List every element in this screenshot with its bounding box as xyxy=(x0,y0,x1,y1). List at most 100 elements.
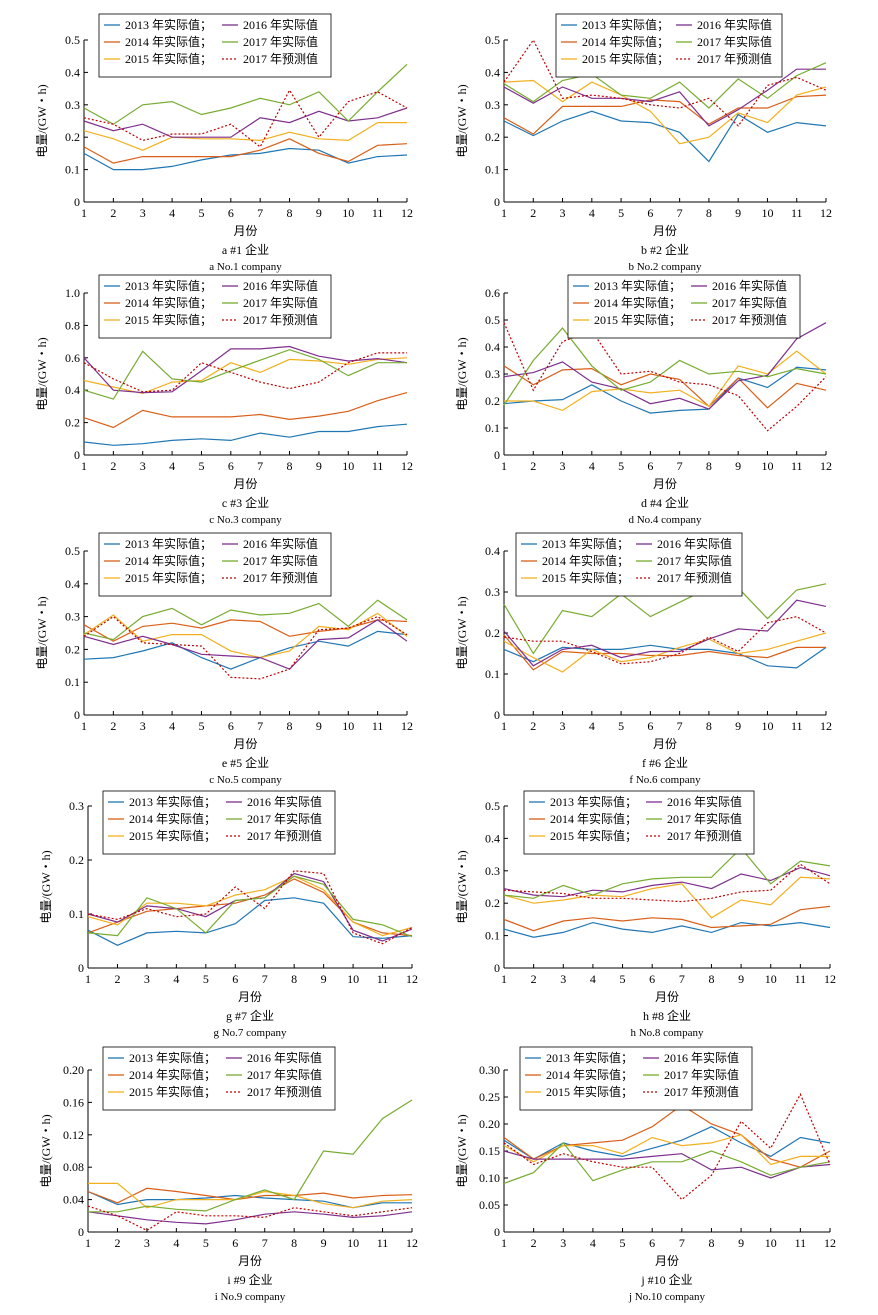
caption-en: f No.6 company xyxy=(629,774,701,786)
legend-label-2013: 2013 年实际值； xyxy=(594,278,681,293)
y-tick-label: 0.3 xyxy=(65,98,80,112)
series-line-2014 xyxy=(83,619,408,642)
x-tick-label: 10 xyxy=(761,206,773,220)
legend-box xyxy=(523,790,755,855)
legend-box xyxy=(519,1046,753,1111)
x-tick-label: 10 xyxy=(761,459,773,473)
legend-label-2014: 2014 年实际值； xyxy=(594,295,681,310)
x-tick-label: 6 xyxy=(647,719,653,733)
y-tick-label: 0.6 xyxy=(485,286,500,300)
x-tick-label: 3 xyxy=(144,1236,150,1250)
legend-label-2013: 2013 年实际值； xyxy=(550,794,637,809)
x-axis-label: 月份 xyxy=(233,224,257,238)
chart-panel-9: 00.040.080.120.160.201 2 3 4 5 6 7 8 9 10 11 12电量/(… xyxy=(39,1046,418,1303)
x-tick-label: 4 xyxy=(169,459,175,473)
y-tick-label: 0 xyxy=(494,448,500,462)
legend-label-2017: 2017 年实际值 xyxy=(243,34,318,49)
x-tick-label: 8 xyxy=(291,1236,297,1250)
chart-panel-3: 00.20.40.60.81.01 2 3 4 5 6 7 8 9 10 11 12电量/(GW・h)… xyxy=(35,274,413,526)
chart-panel-1: 00.10.20.30.40.51 2 3 4 5 6 7 8 9 10 11 12电量/(GW・h)… xyxy=(35,13,413,273)
x-tick-label: 2 xyxy=(531,1236,537,1250)
legend-label-2016: 2016 年实际值 xyxy=(243,536,318,551)
x-axis-label: 月份 xyxy=(233,737,257,751)
caption-en: h No.8 company xyxy=(630,1027,704,1039)
legend-label-2015: 2015 年实际值； xyxy=(594,312,681,327)
legend-label-pred: 2017 年预测值 xyxy=(247,828,322,843)
x-axis-label: 月份 xyxy=(655,990,679,1004)
y-tick-label: 0.3 xyxy=(485,98,500,112)
series-line-2013 xyxy=(83,630,408,670)
x-tick-label: 2 xyxy=(110,719,116,733)
caption-cn: a #1 企业 xyxy=(222,242,269,257)
y-axis-label: 电量/(GW・h) xyxy=(39,850,53,923)
series-line-pred xyxy=(503,1092,831,1201)
x-axis-label: 月份 xyxy=(238,1254,262,1268)
x-tick-label: 11 xyxy=(377,1236,389,1250)
legend-box xyxy=(98,532,332,597)
series-line-2016 xyxy=(87,872,413,942)
series-line-2017 xyxy=(503,62,827,109)
y-tick-label: 0.2 xyxy=(485,626,500,640)
x-tick-label: 3 xyxy=(560,719,566,733)
legend-label-2015: 2015 年实际值； xyxy=(125,51,212,66)
x-tick-label: 12 xyxy=(401,459,413,473)
x-tick-label: 3 xyxy=(560,972,566,986)
x-tick-label: 1 xyxy=(501,1236,507,1250)
legend: 2013 年实际值； 2016 年实际值 2014 年实际值； 2017 年实际值 20… xyxy=(555,13,783,78)
legend-label-2017: 2017 年实际值 xyxy=(657,553,732,568)
legend-label-2016: 2016 年实际值 xyxy=(243,278,318,293)
y-tick-label: 0.5 xyxy=(485,799,500,813)
legend-label-2015: 2015 年实际值； xyxy=(129,1084,216,1099)
y-tick-label: 0.6 xyxy=(65,351,80,365)
legend: 2013 年实际值； 2016 年实际值 2014 年实际值； 2017 年实际值 20… xyxy=(98,274,332,339)
series-line-2017 xyxy=(83,63,408,125)
y-tick-label: 0 xyxy=(74,708,80,722)
y-tick-label: 0.1 xyxy=(65,163,80,177)
y-tick-label: 0.4 xyxy=(485,340,500,354)
legend-label-2016: 2016 年实际值 xyxy=(247,794,322,809)
x-tick-label: 11 xyxy=(791,459,803,473)
series-line-2013 xyxy=(503,921,831,938)
y-tick-label: 0.30 xyxy=(479,1063,500,1077)
y-tick-label: 0.2 xyxy=(65,642,80,656)
x-tick-label: 2 xyxy=(530,206,536,220)
x-tick-label: 3 xyxy=(560,206,566,220)
x-tick-label: 9 xyxy=(316,459,322,473)
legend-label-pred: 2017 年预测值 xyxy=(664,1084,739,1099)
legend-label-pred: 2017 年预测值 xyxy=(697,51,772,66)
x-tick-label: 2 xyxy=(110,459,116,473)
legend-label-2013: 2013 年实际值； xyxy=(125,278,212,293)
series-line-2016 xyxy=(83,345,408,394)
legend-label-2013: 2013 年实际值； xyxy=(129,1050,216,1065)
x-tick-label: 9 xyxy=(738,1236,744,1250)
y-tick-label: 0.2 xyxy=(65,416,80,430)
legend-label-2017: 2017 年实际值 xyxy=(247,1067,322,1082)
x-tick-label: 3 xyxy=(140,206,146,220)
x-axis-label: 月份 xyxy=(238,990,262,1004)
y-tick-label: 0.1 xyxy=(65,675,80,689)
y-tick-label: 0.3 xyxy=(485,864,500,878)
y-tick-label: 0 xyxy=(494,961,500,975)
legend-label-2014: 2014 年实际值； xyxy=(129,1067,216,1082)
x-tick-label: 1 xyxy=(501,719,507,733)
x-tick-label: 8 xyxy=(287,206,293,220)
x-tick-label: 10 xyxy=(761,719,773,733)
y-tick-label: 0.20 xyxy=(63,1063,84,1077)
x-tick-label: 7 xyxy=(262,1236,268,1250)
x-axis-label: 月份 xyxy=(653,224,677,238)
y-axis-label: 电量/(GW・h) xyxy=(35,84,49,157)
legend-label-2014: 2014 年实际值； xyxy=(582,34,669,49)
x-tick-label: 5 xyxy=(198,459,204,473)
series-line-2014 xyxy=(87,1187,413,1204)
series-line-2015 xyxy=(83,357,408,395)
y-tick-label: 0.4 xyxy=(65,65,80,79)
y-axis-label: 电量/(GW・h) xyxy=(39,1114,53,1187)
y-tick-label: 0.5 xyxy=(485,313,500,327)
y-tick-label: 0.4 xyxy=(65,383,80,397)
y-tick-label: 0.08 xyxy=(63,1160,84,1174)
legend: 2013 年实际值； 2016 年实际值 2014 年实际值； 2017 年实际值 20… xyxy=(102,1046,336,1111)
series-line-2014 xyxy=(503,634,826,671)
legend-box xyxy=(555,13,783,78)
x-tick-label: 3 xyxy=(140,459,146,473)
